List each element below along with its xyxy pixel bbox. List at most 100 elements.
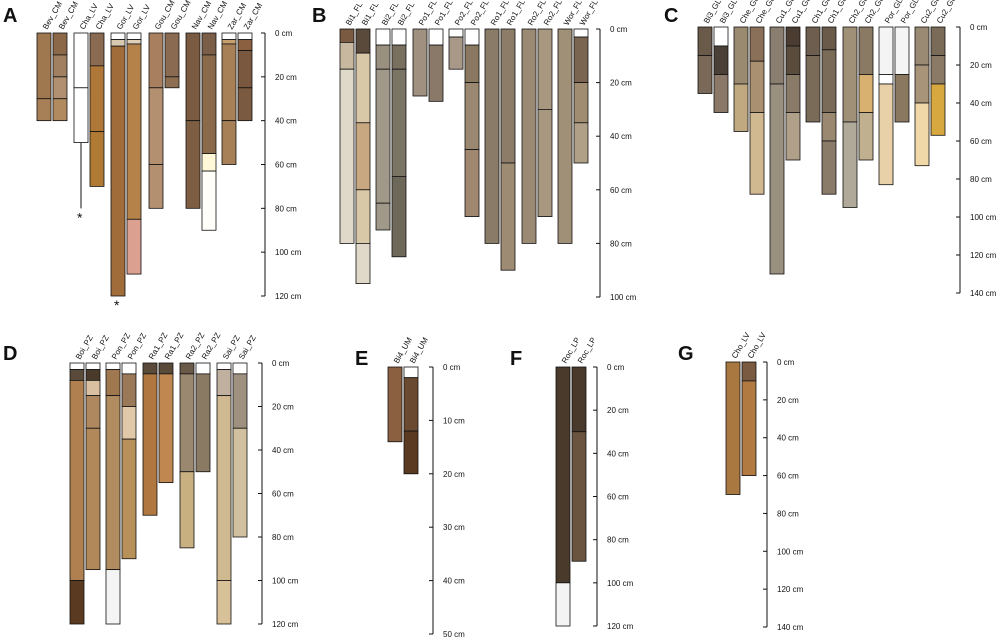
horizon-layer-right [391, 44, 407, 70]
panel-letter: F [510, 348, 522, 370]
horizon-layer-right [428, 44, 444, 102]
horizon-layer-right [821, 140, 837, 195]
horizon-layer-right [126, 218, 142, 275]
horizon-layer-left [375, 44, 391, 70]
horizon-layer-left [375, 28, 391, 46]
horizon-layer-right [573, 82, 589, 124]
horizon-layer-right [537, 109, 553, 217]
axis-tick-label: 20 cm [610, 79, 632, 88]
axis-tick-label: 40 cm [272, 446, 294, 455]
horizon-layer-left [339, 68, 355, 244]
horizon-layer-right [573, 122, 589, 164]
horizon-layer-left [914, 102, 930, 167]
horizon-layer-right [121, 373, 137, 407]
horizon-layer-left [110, 45, 126, 297]
horizon-layer-right [785, 26, 801, 47]
horizon-layer-left [448, 28, 464, 38]
panel-letter: D [3, 343, 17, 365]
horizon-layer-right [713, 26, 729, 47]
horizon-layer-left [221, 39, 237, 45]
horizon-layer-left [769, 26, 785, 85]
horizon-layer-left [216, 362, 232, 370]
horizon-layer-left [914, 26, 930, 66]
horizon-layer-right [403, 430, 419, 475]
axis-tick-label: 100 cm [777, 547, 804, 556]
horizon-layer-left [555, 366, 571, 584]
horizon-layer-right [85, 427, 101, 571]
horizon-layer-right [355, 122, 371, 191]
horizon-layer-right [537, 28, 553, 110]
horizon-layer-left [697, 26, 713, 56]
horizon-layer-right [355, 52, 371, 124]
horizon-layer-right [52, 98, 68, 122]
panel-letter: A [3, 5, 17, 27]
axis-tick-label: 10 cm [443, 416, 465, 425]
axis-tick-label: 80 cm [610, 239, 632, 248]
axis-tick-label: 120 cm [970, 251, 997, 260]
horizon-layer-right [785, 112, 801, 161]
horizon-layer-right [126, 32, 142, 40]
axis-tick-label: 50 cm [443, 630, 465, 639]
horizon-layer-right [464, 28, 480, 46]
panel-e: E 0 cm 10 cm 20 cm 30 cm 40 cm 50 cm Bi4_UMBi4_… [355, 336, 465, 639]
axis-tick-label: 0 cm [610, 25, 628, 34]
horizon-layer-right [237, 39, 253, 51]
panel-letter: G [678, 343, 694, 365]
axis-tick-label: 100 cm [275, 248, 302, 257]
horizon-layer-left [878, 83, 894, 186]
axis-tick-label: 120 cm [275, 292, 302, 301]
horizon-layer-right [500, 28, 516, 164]
horizon-layer-left [179, 373, 195, 473]
horizon-layer-left [412, 28, 428, 97]
asterisk-marker: * [114, 297, 120, 313]
horizon-layer-left [221, 43, 237, 122]
horizon-layer-left [375, 68, 391, 204]
horizon-layer-left [148, 32, 164, 89]
horizon-layer-right [573, 36, 589, 84]
axis-tick-label: 0 cm [607, 363, 625, 372]
horizon-layer-right [464, 44, 480, 84]
horizon-layer-right [126, 39, 142, 45]
horizon-layer-right [121, 362, 137, 375]
axis-tick-label: 100 cm [272, 577, 299, 586]
horizon-layer-left [339, 42, 355, 70]
horizon-layer-right [785, 45, 801, 75]
horizon-layer-right [164, 76, 180, 89]
horizon-layer-left [142, 362, 158, 375]
horizon-layer-right [821, 112, 837, 142]
horizon-layer-right [164, 32, 180, 78]
axis-tick-label: 100 cm [610, 293, 637, 302]
horizon-layer-left [484, 28, 500, 244]
asterisk-marker: * [77, 209, 83, 225]
horizon-layer-left [185, 120, 201, 209]
horizon-layer-left [105, 362, 121, 370]
horizon-layer-right [464, 82, 480, 150]
horizon-layer-right [85, 379, 101, 397]
axis-tick-label: 0 cm [777, 358, 795, 367]
horizon-layer-right [52, 32, 68, 56]
panel-b: B 0 cm 20 cm 40 cm 60 cm 80 cm 100 cm Bi1_FLBi1… [312, 0, 637, 302]
horizon-layer-right [741, 361, 757, 382]
axis-tick-label: 140 cm [777, 623, 804, 632]
horizon-layer-right [85, 395, 101, 429]
horizon-layer-left [148, 87, 164, 165]
horizon-layer-right [713, 45, 729, 75]
panel-letter: E [355, 348, 368, 370]
axis-tick-label: 60 cm [272, 490, 294, 499]
horizon-layer-left [842, 121, 858, 208]
axis-tick-label: 120 cm [272, 620, 299, 629]
horizon-layer-right [195, 362, 211, 375]
horizon-layer-left [69, 362, 85, 370]
axis-tick-label: 80 cm [607, 536, 629, 545]
